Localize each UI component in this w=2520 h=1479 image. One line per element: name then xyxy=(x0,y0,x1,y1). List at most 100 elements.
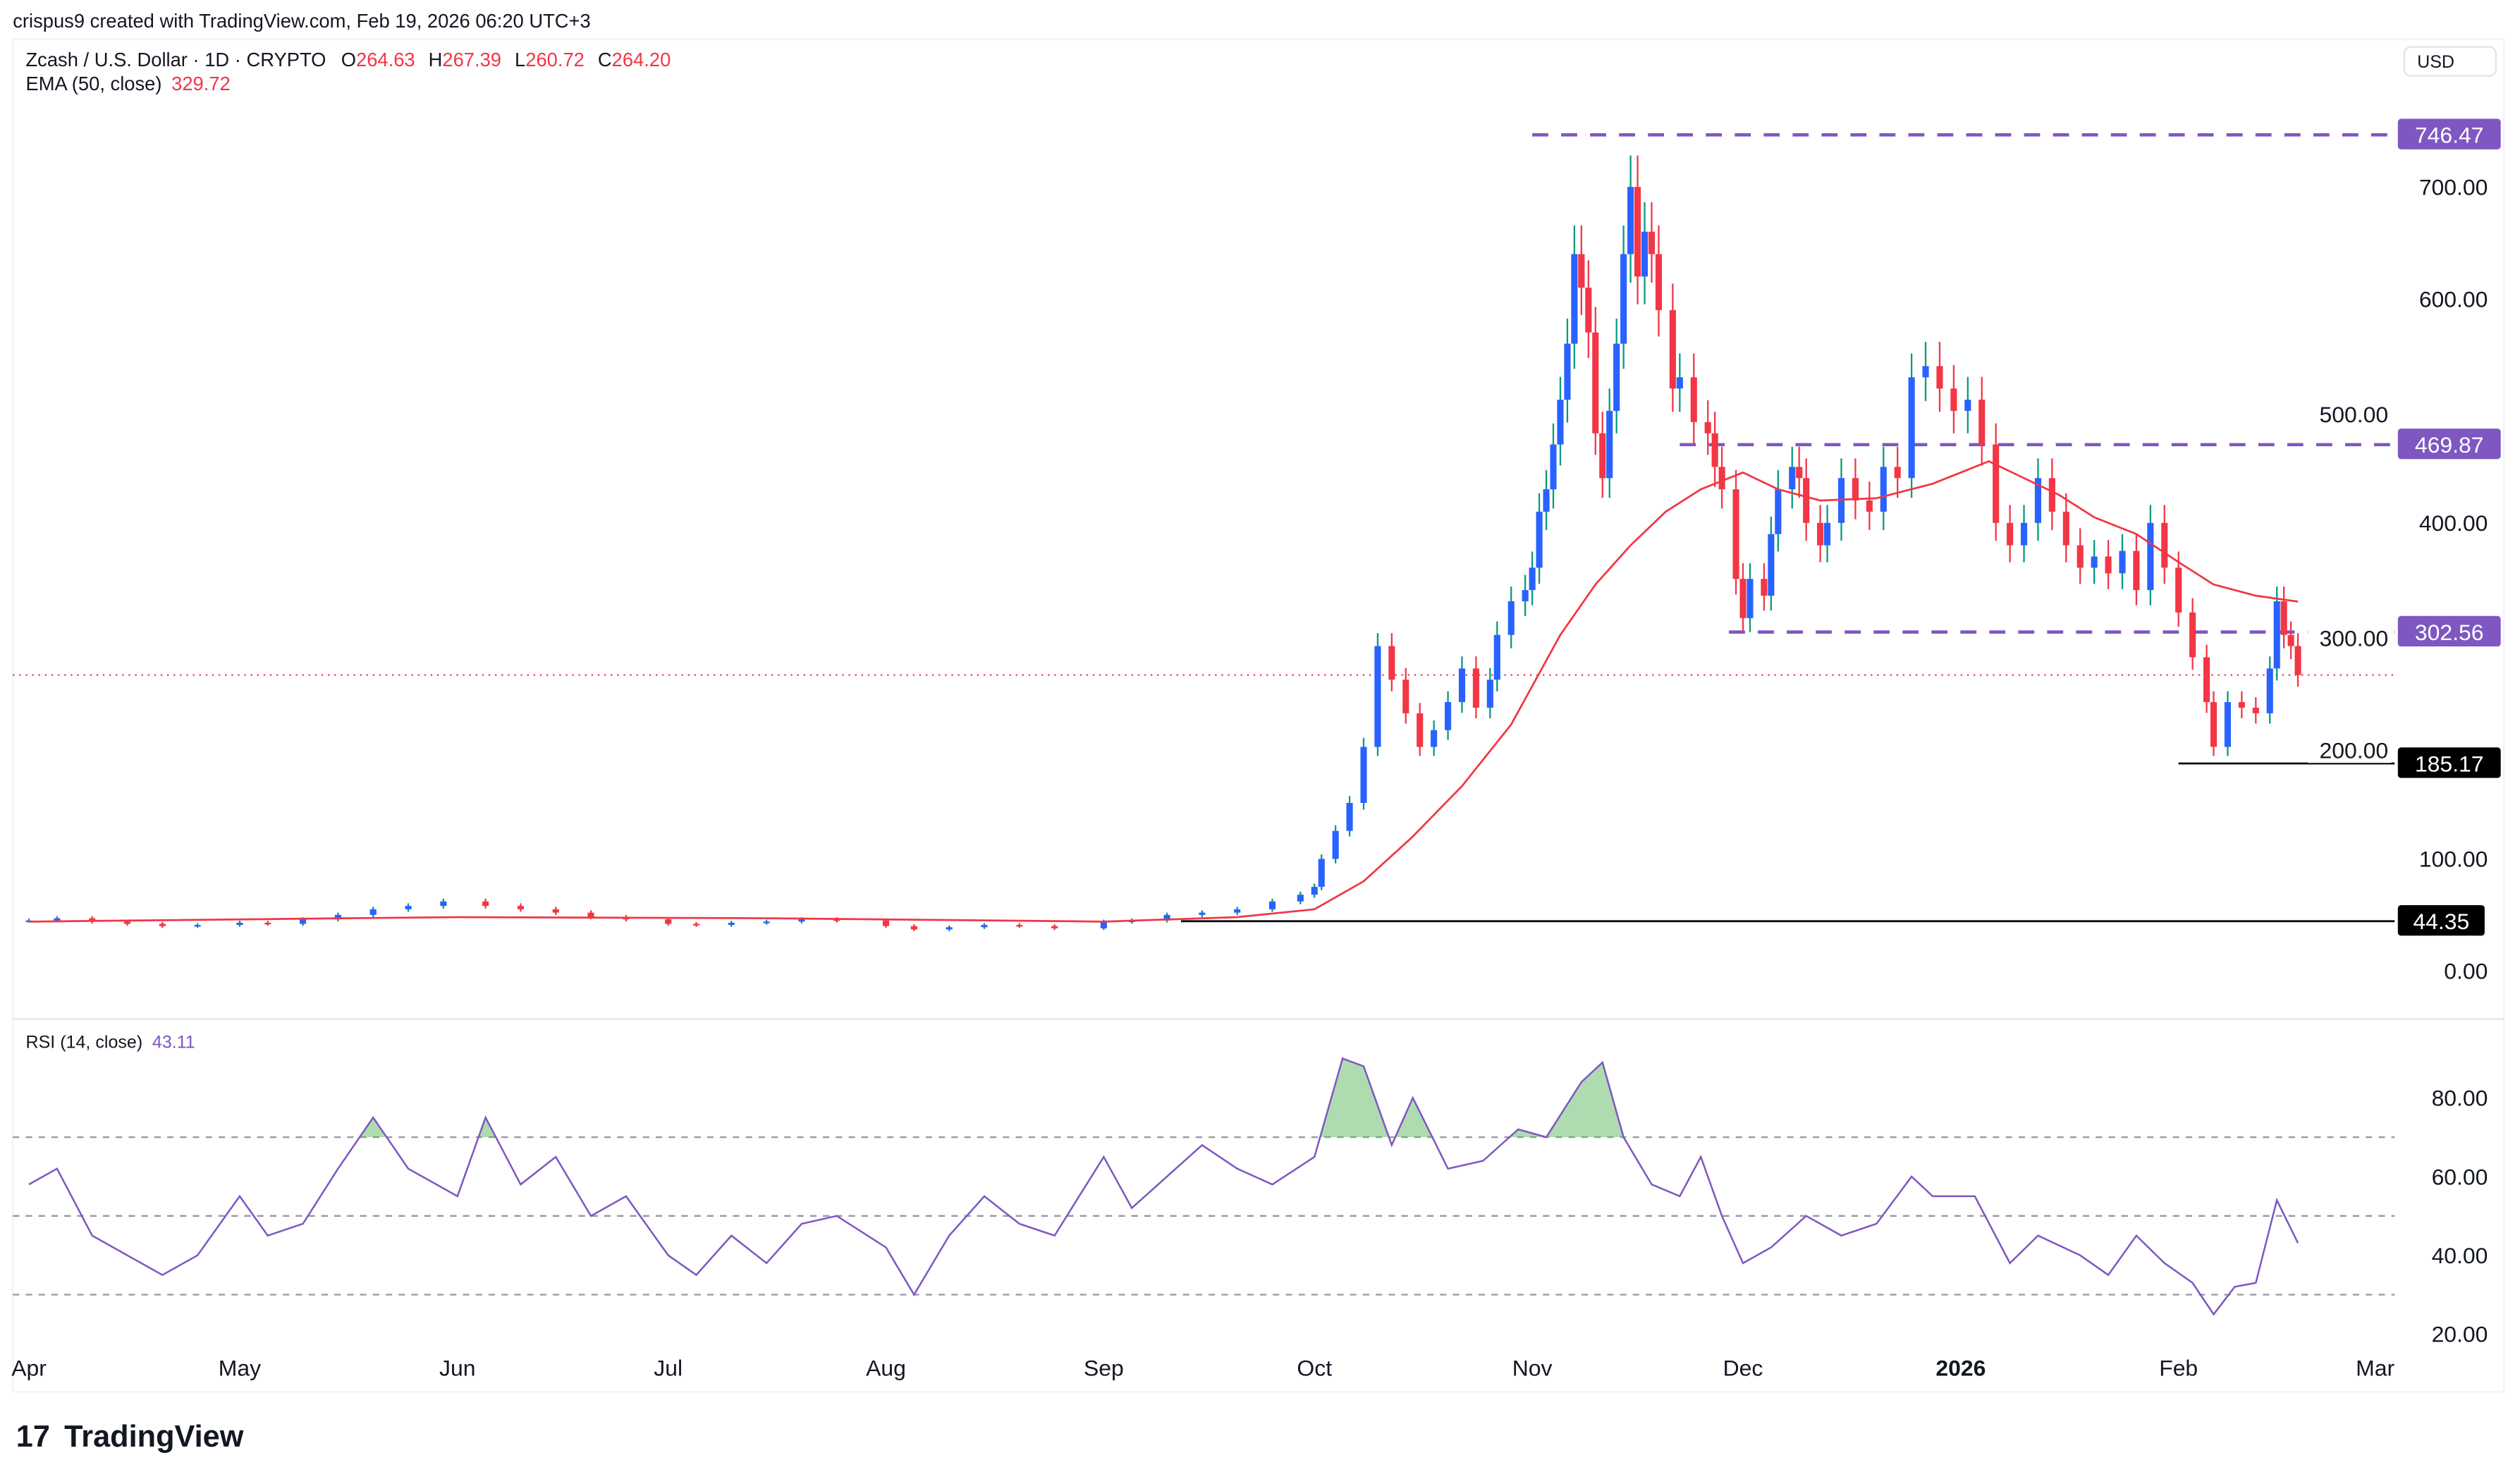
candle-body xyxy=(334,914,341,920)
candle-body xyxy=(1472,668,1479,708)
candle-body xyxy=(1634,187,1641,277)
price-tick-bg xyxy=(2308,737,2392,763)
time-axis[interactable]: Apr May Jun Jul Aug Sep Oct Nov Dec 2026 Feb Mar xyxy=(11,1356,2394,1381)
candle-body xyxy=(1374,646,1381,747)
candle-body xyxy=(1908,377,1915,479)
level-price-label: 302.56 xyxy=(2415,620,2484,645)
candle xyxy=(910,924,917,931)
currency-button[interactable]: USD xyxy=(2403,46,2497,77)
candle xyxy=(1431,720,1438,756)
candle-body xyxy=(89,918,96,922)
candle xyxy=(981,923,988,929)
candle-body xyxy=(1578,254,1585,288)
candle-body xyxy=(1950,388,1957,411)
candle xyxy=(1704,400,1711,455)
candle-body xyxy=(1676,377,1683,389)
candle-body xyxy=(2062,511,2069,546)
svg-text:RSI (14, close)43.11: RSI (14, close) 43.11 xyxy=(25,1033,195,1053)
candle-body xyxy=(2175,567,2182,613)
candles xyxy=(25,155,2301,931)
candle xyxy=(1669,283,1676,412)
candle xyxy=(1360,737,1367,810)
candle-body xyxy=(2266,668,2273,713)
candle xyxy=(405,903,412,912)
candle-body xyxy=(587,912,594,917)
rsi-tick-label: 20.00 xyxy=(2432,1322,2488,1347)
level-price-badge xyxy=(2397,747,2501,778)
candle-body xyxy=(1318,859,1325,888)
price-tick-label: 100.00 xyxy=(2419,847,2488,872)
candle xyxy=(2062,493,2069,563)
candle xyxy=(1747,563,1754,632)
candle-body xyxy=(1978,399,1986,445)
candle xyxy=(1894,446,1901,498)
candle xyxy=(2203,644,2210,713)
candle xyxy=(2252,696,2259,724)
candle-body xyxy=(1704,422,1711,434)
candle-body xyxy=(1922,366,1929,378)
candle-body xyxy=(1557,399,1564,445)
symbol-name: Zcash / U.S. Dollar · 1D · CRYPTO xyxy=(25,49,326,70)
candle-body xyxy=(2252,707,2259,713)
rsi-tick-label: 40.00 xyxy=(2432,1243,2488,1268)
time-tick-label: 2026 xyxy=(1935,1356,1986,1381)
candle-body xyxy=(1536,511,1543,568)
open-value: 264.63 xyxy=(356,49,415,70)
rsi-label: RSI (14, close) xyxy=(25,1033,142,1053)
ema-line xyxy=(29,460,2299,923)
svg-text:EMA (50, close)329.72: EMA (50, close) 329.72 xyxy=(25,73,230,94)
level-price-badge xyxy=(2397,904,2485,936)
candle-body xyxy=(2161,522,2168,568)
candle xyxy=(236,921,243,927)
candle xyxy=(1606,388,1613,498)
candle-body xyxy=(1817,522,1824,546)
price-tick-label: 700.00 xyxy=(2419,175,2488,200)
ema-label: EMA (50, close) xyxy=(25,73,161,94)
price-axis[interactable]: 700.00 600.00 500.00 400.00 300.00 200.00 100.… xyxy=(2308,118,2501,1347)
candle-body xyxy=(1402,680,1409,713)
candle xyxy=(1297,891,1304,904)
candle-body xyxy=(2224,701,2231,747)
candle-body xyxy=(1690,377,1697,422)
candle-body xyxy=(1789,467,1796,490)
candle-body xyxy=(159,923,166,926)
candle-body xyxy=(2048,478,2055,512)
candle-body xyxy=(1199,912,1206,915)
candle xyxy=(2266,656,2273,724)
candle xyxy=(194,923,201,928)
candle xyxy=(2287,621,2294,659)
candle-body xyxy=(1599,433,1606,479)
candle-body xyxy=(1775,489,1782,534)
candle-body xyxy=(1993,444,2000,523)
candle-body xyxy=(1852,478,1859,501)
candle xyxy=(1599,412,1606,498)
tradingview-logo[interactable]: 17 TradingView xyxy=(16,1420,244,1454)
candle-body xyxy=(1803,478,1810,523)
candle xyxy=(1732,470,1739,595)
candle xyxy=(1718,446,1725,509)
candle xyxy=(2048,458,2055,530)
candle xyxy=(1641,202,1649,305)
svg-text:Zcash / U.S. Dollar · 1D · CRY: Zcash / U.S. Dollar · 1D · CRYPTO O264.6… xyxy=(25,49,671,70)
tv-logo-mark: 17 xyxy=(16,1420,50,1454)
candle-body xyxy=(1627,187,1634,254)
candle xyxy=(1234,907,1241,915)
candle-body xyxy=(2147,522,2154,591)
time-tick-label: Jun xyxy=(439,1356,475,1381)
high-value: 267.39 xyxy=(442,49,501,70)
candle-body xyxy=(763,921,770,923)
time-tick-label: Dec xyxy=(1723,1356,1763,1381)
symbol-legend: Zcash / U.S. Dollar · 1D · CRYPTO O264.6… xyxy=(25,49,671,1053)
candle xyxy=(1163,912,1170,923)
candle-body xyxy=(1585,288,1592,333)
candle-body xyxy=(369,909,377,915)
candle-body xyxy=(2091,556,2098,568)
level-price-badge xyxy=(2397,615,2501,647)
candle xyxy=(2189,598,2196,670)
price-tick-label: 600.00 xyxy=(2419,286,2488,312)
price-tick-bg xyxy=(2308,625,2392,651)
rsi-line xyxy=(28,1057,2299,1316)
candle-body xyxy=(1417,713,1424,747)
candle-body xyxy=(123,921,131,924)
